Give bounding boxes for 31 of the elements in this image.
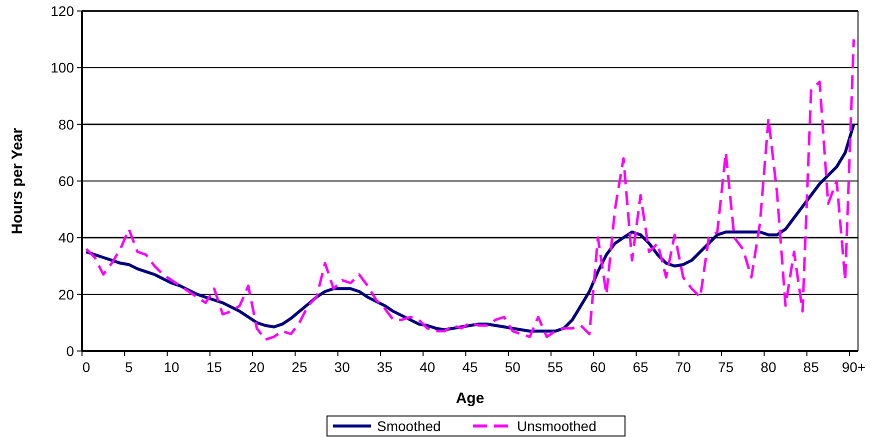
x-tick-label: 10: [164, 359, 180, 375]
y-tick-label: 100: [50, 60, 74, 76]
x-tick-label: 70: [675, 359, 692, 375]
y-tick-label: 60: [58, 173, 74, 189]
y-tick-label: 80: [58, 116, 74, 132]
x-tick-label: 40: [420, 359, 436, 375]
x-tick-label: 50: [504, 359, 521, 375]
y-tick-label: 40: [58, 230, 74, 246]
y-axis-title: Hours per Year: [9, 128, 26, 234]
x-tick-label: 15: [206, 359, 222, 375]
x-tick-label: 35: [376, 359, 393, 375]
y-tick-label: 120: [50, 3, 74, 19]
x-axis-title: Age: [456, 390, 484, 407]
x-tick-label: 85: [803, 359, 820, 375]
x-tick-label: 20: [249, 359, 265, 375]
x-tick-label: 30: [334, 359, 350, 375]
x-tick-label: 60: [590, 359, 606, 375]
y-tick-label: 0: [66, 343, 74, 359]
x-tick-label: 80: [760, 359, 776, 375]
x-tick-label: 0: [82, 359, 90, 375]
line-series: [85, 38, 855, 341]
x-tick-label: 90+: [842, 359, 866, 375]
x-tick-label: 55: [547, 359, 564, 375]
x-tick-label: 25: [292, 359, 308, 375]
x-tick-label: 45: [462, 359, 478, 375]
legend-label: Unsmoothed: [517, 418, 596, 434]
x-tick-label: 75: [718, 359, 734, 375]
x-tick-label: 5: [125, 359, 134, 375]
x-tick-label: 65: [632, 359, 649, 375]
y-tick-label: 20: [58, 286, 74, 302]
legend-label: Smoothed: [377, 418, 441, 434]
